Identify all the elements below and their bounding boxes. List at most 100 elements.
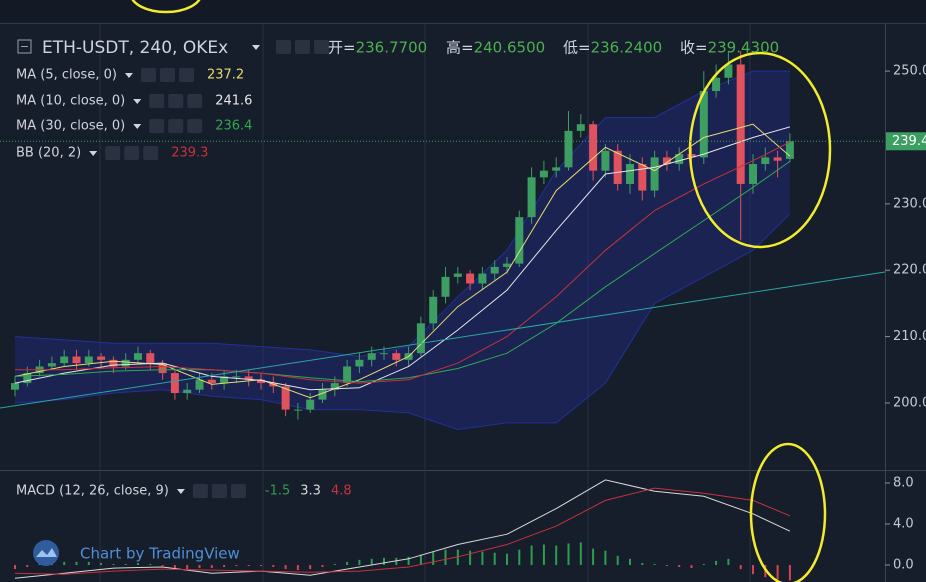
legend-button[interactable] xyxy=(187,94,203,108)
indicator-name: MA (10, close, 0) xyxy=(16,94,125,109)
toolbar xyxy=(0,0,926,22)
ohlc-label: 收= xyxy=(680,39,708,57)
histogram-bar xyxy=(506,553,508,565)
indicator-value: 241.6 xyxy=(215,94,252,109)
dropdown-arrow[interactable] xyxy=(133,99,142,104)
histogram-bar xyxy=(14,564,16,570)
histogram-bar xyxy=(38,563,41,565)
ohlc-value: 236.7700 xyxy=(356,39,428,57)
histogram-bar xyxy=(653,563,656,565)
candle-body xyxy=(367,353,376,360)
legend-button[interactable] xyxy=(124,146,140,160)
histogram-bar xyxy=(604,550,607,565)
legend-button[interactable] xyxy=(105,146,121,160)
candle-body xyxy=(429,296,438,324)
candle-body xyxy=(441,276,450,297)
dropdown-arrow[interactable] xyxy=(252,45,260,50)
histogram-bar xyxy=(702,563,705,565)
legend-button[interactable] xyxy=(192,484,208,498)
histogram-bar xyxy=(161,564,164,567)
candle-body xyxy=(638,164,647,191)
histogram-bar xyxy=(493,552,496,565)
ohlc-label: 开= xyxy=(328,39,356,57)
histogram-bar xyxy=(321,564,324,568)
histogram-bar xyxy=(346,561,349,565)
candle-body xyxy=(601,150,610,171)
legend-button[interactable] xyxy=(168,94,184,108)
dropdown-arrow[interactable] xyxy=(176,489,185,494)
histogram-bar xyxy=(715,560,718,565)
candle-body xyxy=(47,363,56,367)
price-tag-label: 239.4 xyxy=(892,134,926,149)
histogram-bar xyxy=(518,549,521,565)
watermark-logo xyxy=(33,540,59,566)
legend-button[interactable] xyxy=(143,146,159,160)
histogram-bar xyxy=(186,564,189,570)
candle-body xyxy=(564,130,573,168)
histogram-bar xyxy=(383,557,385,565)
y-tick-label: 230.0 xyxy=(893,196,926,211)
indicator-value: 236.4 xyxy=(215,119,252,134)
candle-body xyxy=(626,164,634,184)
collapse-icon[interactable] xyxy=(17,39,32,54)
candle-body xyxy=(11,383,19,390)
candle-body xyxy=(330,383,339,390)
candle-body xyxy=(170,373,179,394)
ohlc-label: 低= xyxy=(563,39,591,57)
histogram-bar xyxy=(149,563,152,565)
indicator-value: 3.3 xyxy=(300,484,321,499)
histogram-bar xyxy=(137,562,139,565)
candle-body xyxy=(724,64,733,78)
histogram-bar xyxy=(567,543,570,565)
dropdown-arrow[interactable] xyxy=(89,151,98,156)
histogram-bar xyxy=(333,563,336,565)
legend-button[interactable] xyxy=(149,119,165,133)
histogram-bar xyxy=(173,564,176,569)
indicator-value: 237.2 xyxy=(207,68,244,83)
candle-body xyxy=(539,170,548,178)
legend-button[interactable] xyxy=(230,484,246,498)
y-tick-label: 8.0 xyxy=(893,476,914,491)
histogram-bar xyxy=(235,564,238,567)
legend-button[interactable] xyxy=(168,119,184,133)
legend-button[interactable] xyxy=(178,68,194,82)
ohlc-value: 240.6500 xyxy=(474,39,546,57)
legend-button[interactable] xyxy=(211,484,227,498)
highlight-ellipse xyxy=(749,442,827,582)
candle-body xyxy=(416,323,425,354)
legend-button[interactable] xyxy=(276,40,291,54)
indicator-name: BB (20, 2) xyxy=(16,146,81,161)
legend-button[interactable] xyxy=(159,68,175,82)
candle-body xyxy=(72,356,81,364)
candle-body xyxy=(490,266,499,274)
y-tick-label: 200.0 xyxy=(893,395,926,410)
histogram-bar xyxy=(407,556,410,565)
candle-body xyxy=(515,217,524,264)
histogram-bar xyxy=(592,548,595,565)
legend-button[interactable] xyxy=(314,40,329,54)
histogram-bar xyxy=(75,561,78,565)
legend-button[interactable] xyxy=(149,94,165,108)
candle-body xyxy=(146,353,155,364)
legend-button[interactable] xyxy=(295,40,310,54)
overlay-line xyxy=(14,160,791,383)
indicator-name: MA (30, close, 0) xyxy=(16,119,125,134)
histogram-bar xyxy=(272,564,275,568)
candle-body xyxy=(785,141,794,159)
candle-body xyxy=(244,376,253,380)
legend-button[interactable] xyxy=(187,119,203,133)
overlay-line xyxy=(14,126,791,391)
candle-body xyxy=(552,167,561,171)
histogram-bar xyxy=(727,558,730,565)
histogram-bar xyxy=(641,562,644,565)
candle-body xyxy=(749,164,757,184)
candle-body xyxy=(761,157,770,165)
dropdown-arrow[interactable] xyxy=(124,73,133,78)
trend-line xyxy=(0,271,886,409)
dropdown-arrow[interactable] xyxy=(133,124,142,129)
legend-button[interactable] xyxy=(140,68,156,82)
y-tick-label: 220.0 xyxy=(893,263,926,278)
histogram-bar xyxy=(530,545,533,565)
candle-body xyxy=(97,356,106,360)
